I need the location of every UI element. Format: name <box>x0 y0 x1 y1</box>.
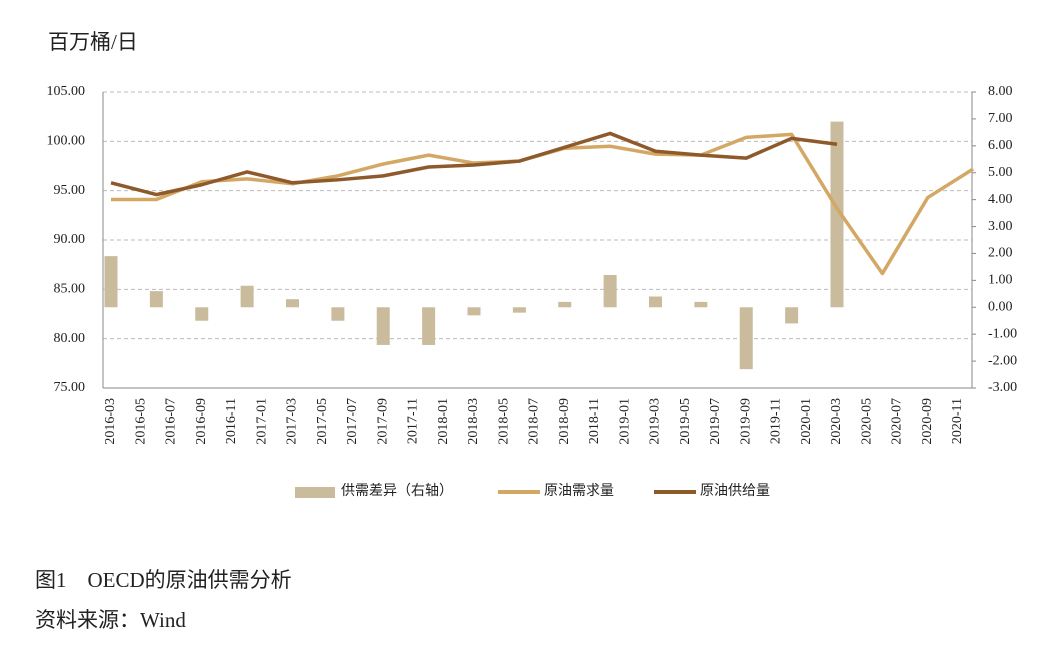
x-tick-label: 2019-07 <box>708 398 723 445</box>
x-tick-label: 2020-03 <box>829 398 844 445</box>
x-tick-label: 2017-05 <box>315 398 330 445</box>
x-tick-label: 2016-05 <box>133 398 148 445</box>
x-tick-label: 2016-09 <box>194 398 209 445</box>
bar <box>195 307 209 321</box>
x-tick-label: 2019-01 <box>617 398 632 445</box>
x-tick-label: 2020-07 <box>890 398 905 445</box>
y-tick-label: 80.00 <box>54 331 86 346</box>
bar <box>467 307 481 316</box>
y2-tick-label: -1.00 <box>988 326 1017 341</box>
bar <box>785 307 799 324</box>
y-tick-label: 100.00 <box>47 134 86 149</box>
x-tick-label: 2019-11 <box>769 398 784 444</box>
y2-tick-label: -3.00 <box>988 380 1017 395</box>
y-tick-label: 90.00 <box>54 232 86 247</box>
legend-swatch <box>295 487 335 498</box>
bar <box>286 299 299 308</box>
legend-label: 供需差异（右轴） <box>341 483 453 499</box>
y-tick-label: 75.00 <box>54 380 86 395</box>
x-tick-label: 2018-03 <box>466 398 481 445</box>
bar <box>694 301 708 308</box>
bar <box>558 301 572 308</box>
y2-tick-label: 0.00 <box>988 299 1013 314</box>
bar <box>240 285 254 308</box>
y2-tick-label: 7.00 <box>988 111 1013 126</box>
x-tick-label: 2018-05 <box>496 398 511 445</box>
source: 资料来源：Wind <box>35 608 186 632</box>
bar <box>603 274 617 308</box>
bar <box>739 307 753 370</box>
legend-label: 原油供给量 <box>700 483 770 499</box>
bar <box>149 291 163 308</box>
x-tick-label: 2020-01 <box>799 398 814 445</box>
y2-tick-label: 5.00 <box>988 165 1013 180</box>
bar <box>331 307 345 321</box>
x-tick-label: 2019-03 <box>648 398 663 445</box>
y2-tick-label: 3.00 <box>988 219 1013 234</box>
x-tick-label: 2017-09 <box>375 398 390 445</box>
x-tick-label: 2018-07 <box>527 398 542 445</box>
y-tick-label: 105.00 <box>47 84 86 99</box>
x-tick-label: 2016-07 <box>164 398 179 445</box>
x-tick-label: 2016-11 <box>224 398 239 444</box>
unit-label: 百万桶/日 <box>48 30 138 54</box>
x-tick-label: 2020-05 <box>859 398 874 445</box>
y2-tick-label: -2.00 <box>988 353 1017 368</box>
legend-label: 原油需求量 <box>544 483 614 499</box>
bar <box>512 307 526 313</box>
x-tick-label: 2020-09 <box>920 398 935 445</box>
bar <box>422 307 436 345</box>
x-tick-label: 2017-07 <box>345 398 360 445</box>
caption: 图1 OECD的原油供需分析 <box>35 568 292 592</box>
y2-tick-label: 4.00 <box>988 192 1013 207</box>
x-tick-label: 2019-05 <box>678 398 693 445</box>
bar <box>830 121 844 308</box>
y2-tick-label: 6.00 <box>988 138 1013 153</box>
line <box>110 131 838 197</box>
bar <box>376 307 390 345</box>
x-tick-label: 2020-11 <box>950 398 965 444</box>
x-tick-label: 2018-11 <box>587 398 602 444</box>
y2-tick-label: 8.00 <box>988 84 1013 99</box>
y2-tick-label: 2.00 <box>988 246 1013 261</box>
x-tick-label: 2018-09 <box>557 398 572 445</box>
y2-tick-label: 1.00 <box>988 273 1013 288</box>
x-tick-label: 2017-01 <box>254 398 269 445</box>
x-tick-label: 2018-01 <box>436 398 451 445</box>
y-tick-label: 85.00 <box>54 282 86 297</box>
bar <box>649 296 662 308</box>
x-tick-label: 2017-03 <box>285 398 300 445</box>
x-tick-label: 2016-03 <box>103 398 118 445</box>
bar <box>104 256 118 308</box>
y-tick-label: 95.00 <box>54 183 86 198</box>
x-tick-label: 2017-11 <box>406 398 421 444</box>
x-tick-label: 2019-09 <box>738 398 753 445</box>
